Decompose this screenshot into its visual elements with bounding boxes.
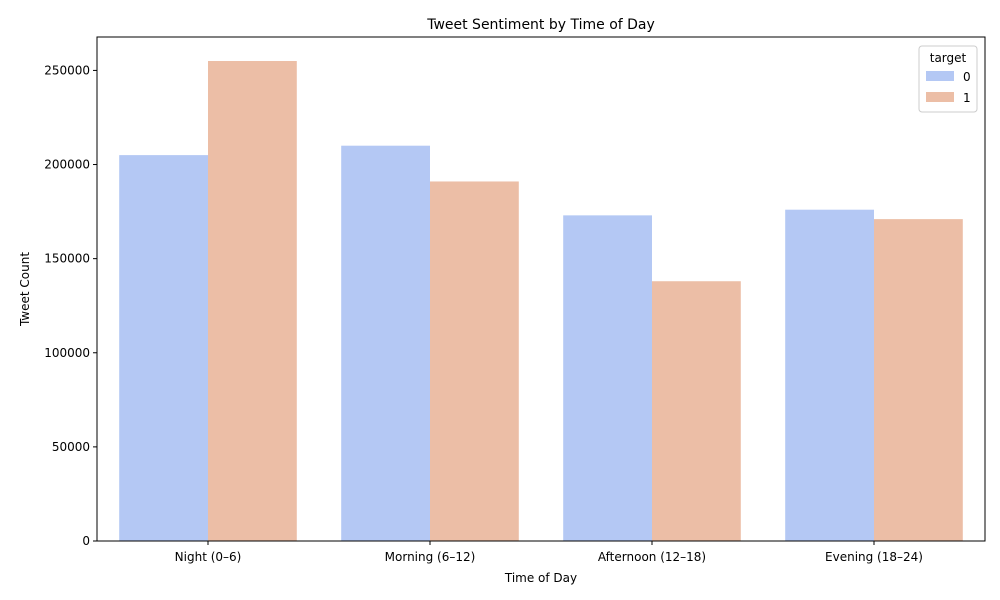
legend-label-1: 1 <box>963 91 971 105</box>
x-axis-ticks: Night (0–6) Morning (6–12) Afternoon (12–1… <box>175 541 923 564</box>
legend: target 0 1 <box>918 45 978 113</box>
x-tick-label-1: Morning (6–12) <box>385 550 476 564</box>
bar-series-1-3 <box>874 219 963 541</box>
x-axis-label: Time of Day <box>504 571 577 585</box>
legend-label-0: 0 <box>963 70 971 84</box>
y-axis-label: Tweet Count <box>18 252 32 327</box>
legend-swatch-0 <box>926 71 954 81</box>
bar-series-0-1 <box>341 145 430 542</box>
x-tick-label-3: Evening (18–24) <box>825 550 923 564</box>
y-tick-label-5: 250000 <box>44 63 90 77</box>
legend-swatch-1 <box>926 92 954 102</box>
y-tick-label-3: 150000 <box>44 252 90 266</box>
x-tick-label-2: Afternoon (12–18) <box>598 550 706 564</box>
bar-series-0-3 <box>785 209 874 542</box>
legend-title: target <box>930 51 967 65</box>
y-tick-label-0: 0 <box>82 534 90 548</box>
bar-series-0-2 <box>563 215 652 541</box>
bar-series-1-1 <box>430 181 519 541</box>
bar-series-0-0 <box>119 155 208 541</box>
bars-group <box>119 61 963 542</box>
plot-frame <box>96 36 986 542</box>
y-tick-label-1: 50000 <box>52 440 90 454</box>
y-tick-label-2: 100000 <box>44 346 90 360</box>
y-axis-ticks: 0 50000 100000 150000 200000 250000 <box>44 63 97 548</box>
bar-series-1-0 <box>208 61 297 541</box>
chart-title: Tweet Sentiment by Time of Day <box>426 17 655 33</box>
y-tick-label-4: 200000 <box>44 158 90 172</box>
bar-series-1-2 <box>652 281 741 541</box>
x-tick-label-0: Night (0–6) <box>175 550 242 564</box>
